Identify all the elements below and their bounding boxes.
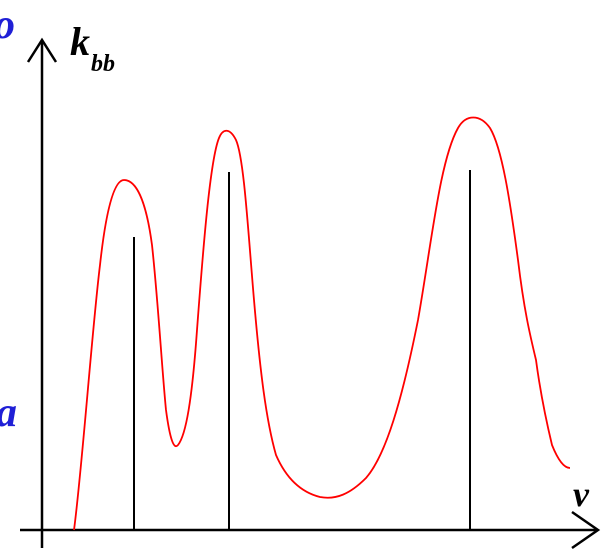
y-axis-label-subscript: bb — [91, 51, 115, 77]
x-axis-arrowhead — [571, 510, 601, 550]
x-axis-label: ν — [573, 474, 589, 514]
absorption-curve — [73, 116, 571, 531]
y-axis-arrowhead — [26, 37, 58, 63]
y-axis-label: kbb — [70, 19, 115, 77]
top-letter-label: o — [0, 4, 15, 46]
y-axis-label-main: k — [70, 19, 90, 64]
middle-letter-label: a — [0, 392, 17, 434]
